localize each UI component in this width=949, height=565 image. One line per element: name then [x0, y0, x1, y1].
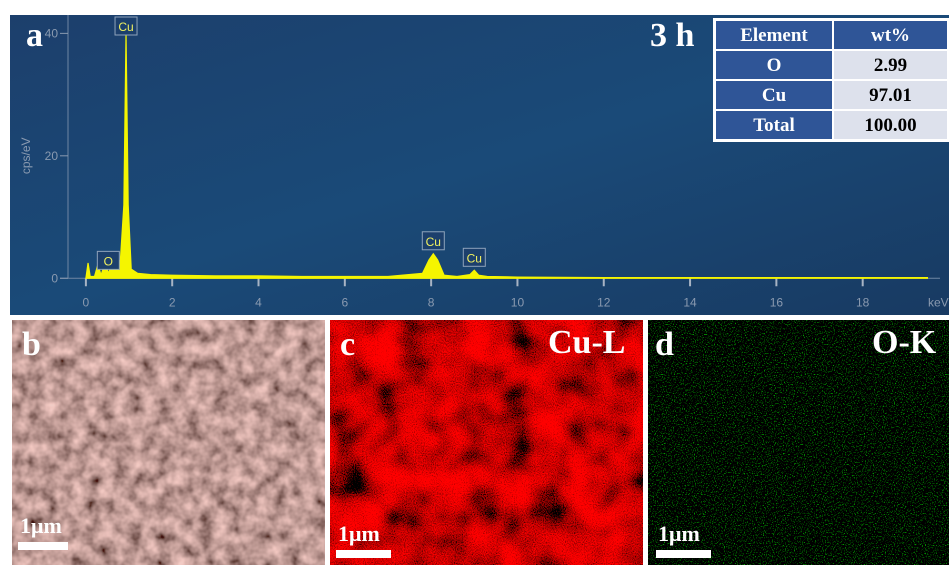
table-text: O — [767, 55, 782, 76]
x-tick-label: 2 — [169, 295, 176, 309]
x-tick-label: 12 — [597, 295, 611, 309]
table-text: Total — [753, 115, 795, 136]
y-axis-label: cps/eV — [19, 137, 33, 174]
scale-label: 1μm — [338, 521, 380, 546]
x-tick-label: 14 — [683, 295, 697, 309]
peak-label: Cu — [118, 20, 133, 34]
x-tick-label: 0 — [83, 295, 90, 309]
peak-label: Cu — [426, 235, 441, 249]
peak-label: O — [104, 254, 113, 268]
y-tick-label: 40 — [45, 26, 59, 40]
table-text: 100.00 — [864, 115, 916, 136]
x-tick-label: 4 — [255, 295, 262, 309]
table-text: Element — [740, 25, 808, 46]
composition-table: Element wt% O 2.99 Cu 97.01 Total 100.00 — [713, 18, 949, 142]
panel-label: b — [22, 326, 41, 363]
panel-label: a — [26, 17, 43, 54]
panel-label: d — [655, 326, 674, 363]
time-label: 3 h — [650, 17, 695, 54]
table-text: wt% — [871, 25, 910, 46]
scale-label: 1μm — [658, 521, 700, 546]
x-tick-label: 6 — [341, 295, 348, 309]
x-axis-label: keV — [928, 295, 949, 309]
table-text: 2.99 — [874, 55, 907, 76]
scale-bar — [656, 550, 711, 558]
y-tick-label: 20 — [45, 149, 59, 163]
map-title: Cu-L — [548, 324, 625, 361]
scale-bar — [18, 542, 68, 550]
scale-label: 1μm — [20, 513, 62, 538]
x-tick-label: 10 — [511, 295, 525, 309]
scale-bar — [336, 550, 391, 558]
table-text: Cu — [762, 85, 787, 106]
y-tick-label: 0 — [51, 271, 58, 285]
x-tick-label: 16 — [770, 295, 784, 309]
panel-label: c — [340, 326, 355, 363]
x-tick-label: 8 — [428, 295, 435, 309]
x-tick-label: 18 — [856, 295, 870, 309]
figure: 0 20 40 0 2 4 6 8 10 12 14 16 18 keV cps/eV Cu O Cu Cu a 3… — [0, 0, 949, 565]
map-title: O-K — [872, 324, 937, 361]
table-text: 97.01 — [869, 85, 912, 106]
peak-label: Cu — [467, 251, 482, 265]
